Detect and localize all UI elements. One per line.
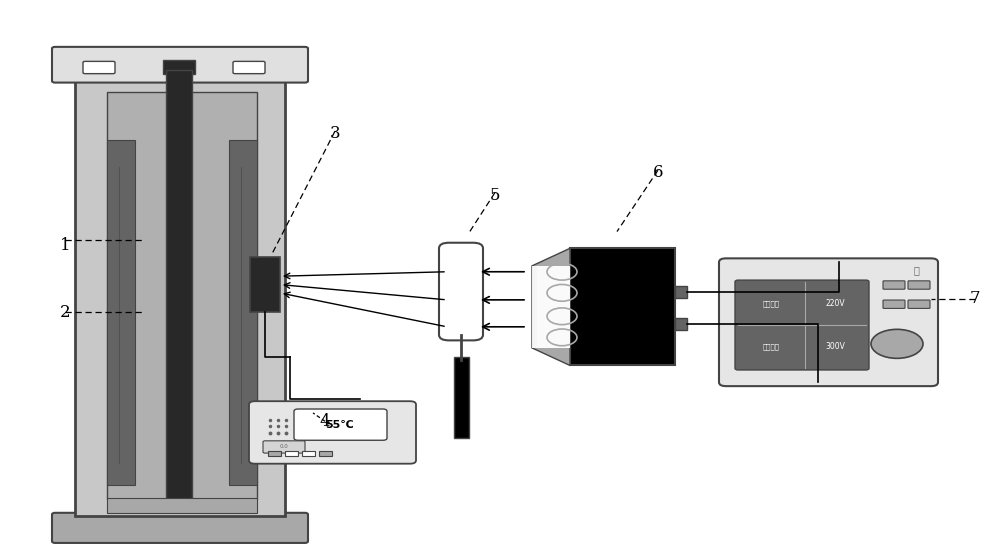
Bar <box>250 257 280 312</box>
Polygon shape <box>532 248 570 365</box>
Bar <box>302 451 315 456</box>
FancyBboxPatch shape <box>233 61 265 74</box>
Bar <box>675 318 687 330</box>
FancyBboxPatch shape <box>908 300 930 309</box>
Bar <box>163 60 195 74</box>
Circle shape <box>871 329 923 358</box>
FancyBboxPatch shape <box>52 47 308 83</box>
Text: 6: 6 <box>653 165 663 181</box>
Bar <box>570 248 675 365</box>
Text: 0.0: 0.0 <box>280 445 288 449</box>
Text: 55℃: 55℃ <box>326 420 354 430</box>
FancyBboxPatch shape <box>439 243 483 340</box>
Text: 2: 2 <box>60 304 70 321</box>
FancyBboxPatch shape <box>735 280 869 370</box>
Bar <box>285 451 298 456</box>
Bar <box>75 81 285 516</box>
Bar <box>544 266 570 348</box>
Bar <box>229 140 257 485</box>
Bar <box>675 286 687 299</box>
FancyBboxPatch shape <box>52 513 308 543</box>
Text: 1: 1 <box>60 237 70 254</box>
Bar <box>319 451 332 456</box>
Bar <box>107 498 257 513</box>
Text: 输入电压: 输入电压 <box>763 300 780 307</box>
Text: 300V: 300V <box>825 342 845 351</box>
FancyBboxPatch shape <box>719 258 938 386</box>
Bar <box>532 266 570 348</box>
Text: 5: 5 <box>490 187 500 204</box>
Text: 3: 3 <box>330 126 340 142</box>
FancyBboxPatch shape <box>249 401 416 464</box>
FancyBboxPatch shape <box>908 281 930 289</box>
Bar <box>166 70 192 511</box>
Text: 4: 4 <box>320 413 330 430</box>
FancyBboxPatch shape <box>83 61 115 74</box>
Bar <box>268 451 281 456</box>
FancyBboxPatch shape <box>263 441 305 453</box>
FancyBboxPatch shape <box>883 281 905 289</box>
Bar <box>107 92 257 499</box>
FancyBboxPatch shape <box>294 409 387 440</box>
Bar <box>454 357 469 438</box>
Bar <box>107 140 135 485</box>
Text: 7: 7 <box>970 290 980 307</box>
Text: ⏻: ⏻ <box>913 266 919 276</box>
Bar <box>537 266 570 348</box>
Text: 输出电压: 输出电压 <box>763 343 780 350</box>
Text: 220V: 220V <box>825 299 845 308</box>
FancyBboxPatch shape <box>883 300 905 309</box>
